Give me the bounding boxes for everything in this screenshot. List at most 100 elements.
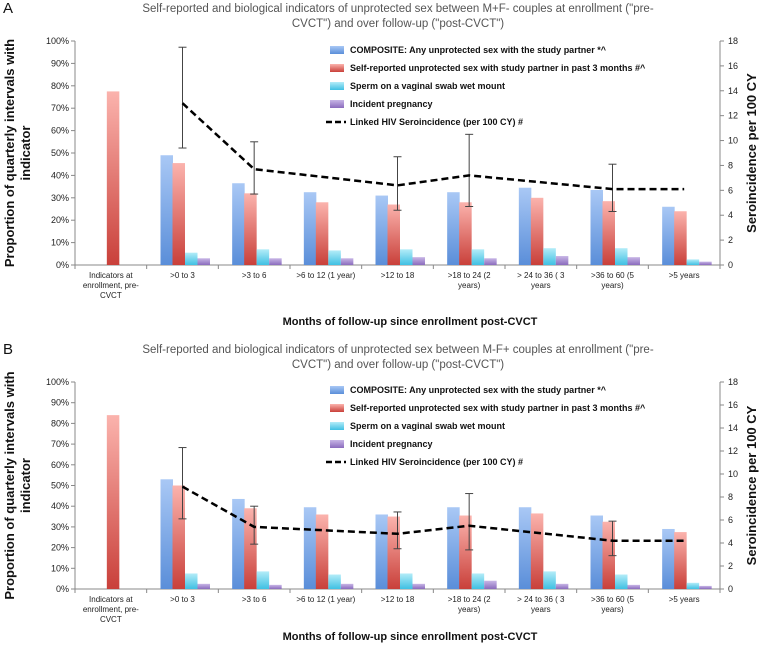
bar <box>628 585 641 589</box>
bar <box>341 584 354 589</box>
x-axis-title: Months of follow-up since enrollment pos… <box>283 316 538 328</box>
x-tick-label: CVCT <box>100 615 122 624</box>
bar <box>687 583 700 589</box>
chart-title-line: Self-reported and biological indicators … <box>142 3 653 15</box>
y2-axis-title: Seroincidence per 100 CY <box>744 405 759 565</box>
x-tick-label: > 24 to 36 ( 3 <box>517 271 565 280</box>
bar <box>269 258 282 265</box>
y2-tick-label: 16 <box>728 61 738 71</box>
x-tick-label: >3 to 6 <box>242 271 267 280</box>
y2-tick-label: 14 <box>728 86 738 96</box>
x-tick-label: >36 to 60 (5 <box>591 271 634 280</box>
y2-tick-label: 8 <box>728 160 733 170</box>
bar <box>376 514 389 589</box>
x-tick-label: years) <box>601 281 624 290</box>
legend-label: Incident pregnancy <box>350 439 433 449</box>
y-tick-label: 50% <box>51 148 69 158</box>
y-axis-title-line: indicator <box>18 126 33 181</box>
y2-tick-label: 6 <box>728 185 733 195</box>
legend-label: COMPOSITE: Any unprotected sex with the … <box>350 385 607 395</box>
bar <box>591 516 604 589</box>
bar <box>484 581 497 589</box>
x-tick-label: >0 to 3 <box>170 595 195 604</box>
bar <box>304 192 317 265</box>
y2-tick-label: 16 <box>728 400 738 410</box>
bar <box>257 571 270 589</box>
bar <box>662 529 675 589</box>
x-tick-label: enrollment, pre- <box>83 605 139 614</box>
y2-tick-label: 4 <box>728 538 733 548</box>
y-tick-label: 40% <box>51 170 69 180</box>
y-axis-title-line: Proportion of quarterly intervals with <box>2 371 17 599</box>
bar <box>484 258 497 265</box>
bar <box>304 507 317 589</box>
bar <box>257 249 270 265</box>
x-tick-label: >3 to 6 <box>242 595 267 604</box>
x-axis-title: Months of follow-up since enrollment pos… <box>283 631 538 643</box>
legend-swatch <box>330 404 344 412</box>
y-tick-label: 10% <box>51 238 69 248</box>
bar <box>699 586 712 589</box>
bar <box>328 250 341 265</box>
bar <box>413 584 426 589</box>
y-tick-label: 50% <box>51 481 69 491</box>
y2-tick-label: 8 <box>728 492 733 502</box>
bar <box>447 192 460 265</box>
bar <box>519 507 532 589</box>
legend-swatch <box>330 82 344 90</box>
legend-swatch <box>330 64 344 72</box>
bar <box>472 573 485 589</box>
y2-tick-label: 18 <box>728 377 738 387</box>
y-tick-label: 0% <box>56 584 69 594</box>
bar <box>376 196 389 265</box>
y2-tick-label: 0 <box>728 584 733 594</box>
bar <box>447 507 460 589</box>
bar <box>161 155 174 265</box>
bar <box>615 575 628 589</box>
bar <box>459 202 472 265</box>
bar <box>316 202 329 265</box>
legend-label: Incident pregnancy <box>350 99 433 109</box>
bar <box>316 514 329 589</box>
bar <box>341 258 354 265</box>
x-tick-label: enrollment, pre- <box>83 281 139 290</box>
legend-swatch <box>330 440 344 448</box>
legend-label: Linked HIV Seroincidence (per 100 CY) # <box>350 117 523 127</box>
y-tick-label: 60% <box>51 460 69 470</box>
bar <box>244 193 257 265</box>
bar <box>472 249 485 265</box>
bar <box>185 253 198 265</box>
bar <box>328 575 341 589</box>
bar <box>400 249 413 265</box>
bar <box>413 257 426 265</box>
y-axis-title-line: indicator <box>18 458 33 513</box>
chart-title-line: Self-reported and biological indicators … <box>142 344 653 356</box>
y2-tick-label: 4 <box>728 210 733 220</box>
bar <box>232 183 245 265</box>
x-tick-label: >12 to 18 <box>381 271 415 280</box>
y-tick-label: 80% <box>51 81 69 91</box>
legend-label: Linked HIV Seroincidence (per 100 CY) # <box>350 457 523 467</box>
bar <box>556 256 569 265</box>
x-tick-label: CVCT <box>100 291 122 300</box>
x-tick-label: years <box>531 281 551 290</box>
bar <box>591 190 604 265</box>
bar <box>185 573 198 589</box>
legend-label: Sperm on a vaginal swab wet mount <box>350 421 505 431</box>
y2-tick-label: 6 <box>728 515 733 525</box>
y-tick-label: 70% <box>51 439 69 449</box>
x-tick-label: years <box>531 605 551 614</box>
y-tick-label: 20% <box>51 543 69 553</box>
x-tick-label: >36 to 60 (5 <box>591 595 634 604</box>
y2-tick-label: 10 <box>728 469 738 479</box>
x-tick-label: >6 to 12 (1 year) <box>296 271 355 280</box>
bar <box>198 584 211 589</box>
bar <box>173 163 186 265</box>
y-tick-label: 30% <box>51 522 69 532</box>
y2-tick-label: 10 <box>728 136 738 146</box>
y-tick-label: 0% <box>56 260 69 270</box>
chart-title-line: CVCT") and over follow-up ("post-CVCT") <box>292 359 504 371</box>
y-tick-label: 60% <box>51 126 69 136</box>
